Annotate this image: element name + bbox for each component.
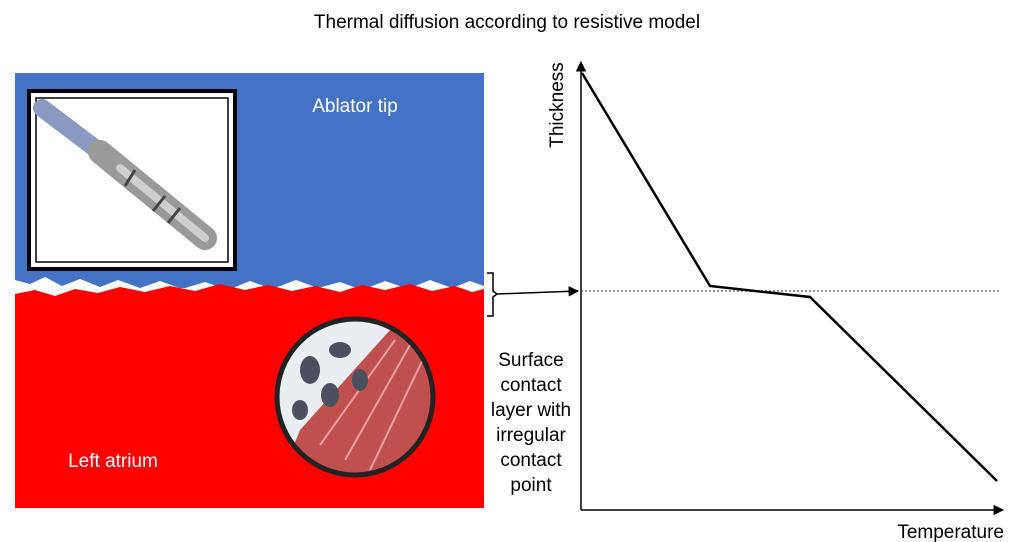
title: Thermal diffusion according to resistive… bbox=[314, 12, 700, 33]
bracket bbox=[487, 272, 499, 317]
surface-label-line: layer with bbox=[491, 400, 571, 421]
surface-label-line: irregular bbox=[496, 425, 566, 446]
x-axis-label: Temperature bbox=[897, 522, 1004, 542]
pointer-arrow bbox=[496, 286, 580, 297]
atrium-label: Left atrium bbox=[68, 451, 158, 472]
ablator-label: Ablator tip bbox=[312, 96, 398, 117]
surface-label-line: Surface bbox=[498, 350, 563, 371]
catheter-image bbox=[33, 99, 217, 250]
surface-label-line: contact bbox=[500, 375, 562, 396]
surface-label: Surface contact layer with irregular con… bbox=[491, 350, 571, 496]
temperature-profile bbox=[580, 72, 998, 482]
surface-label-line: point bbox=[510, 475, 552, 496]
tissue-image bbox=[274, 316, 436, 478]
y-axis-label: Thickness bbox=[547, 62, 568, 148]
surface-label-line: contact bbox=[500, 450, 562, 471]
